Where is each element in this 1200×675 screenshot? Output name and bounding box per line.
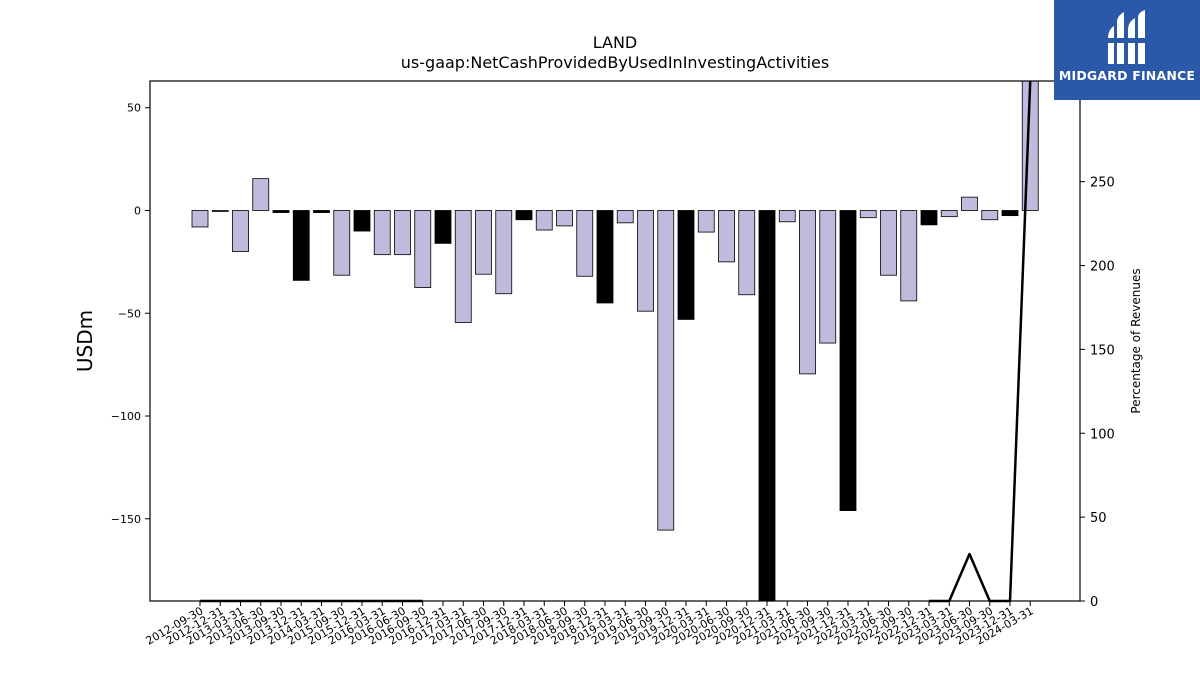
bars-layer	[191, 80, 1039, 602]
bar-2020-12-31	[758, 210, 776, 602]
bar-2017-09-30	[495, 210, 513, 295]
bar-2022-03-31	[859, 210, 877, 219]
y-tick-label: −150	[111, 513, 141, 526]
bar-2019-09-30	[657, 210, 675, 531]
y-axis-right: 0 50 100 150 200 250	[1080, 176, 1115, 610]
bar-2020-09-30	[738, 210, 756, 296]
y2-tick-label: 0	[1090, 595, 1098, 610]
bar-2022-06-30	[880, 210, 897, 276]
bar-2018-09-30	[576, 210, 594, 277]
y2-tick-label: 100	[1090, 427, 1115, 442]
bar-2013-12-31	[292, 210, 310, 281]
bar-2012-09-30	[191, 210, 209, 228]
y-axis-label: USDm	[73, 310, 97, 372]
line-layer	[200, 80, 1032, 603]
bar-2022-12-31	[920, 210, 938, 226]
bar-2012-12-31	[211, 210, 229, 212]
bar-2019-03-31	[616, 210, 634, 224]
bar-2021-12-31	[839, 210, 857, 511]
midgard-logo: MIDGARD FINANCE	[1054, 0, 1200, 100]
y-tick-label: 50	[127, 102, 141, 115]
bar-2018-12-31	[596, 210, 614, 304]
bar-2023-03-31	[940, 210, 958, 218]
bar-2015-12-31	[353, 210, 371, 232]
y2-axis-label: Percentage of Revenues	[1129, 268, 1143, 413]
bar-2017-06-30	[475, 210, 492, 275]
y-tick-label: −50	[118, 307, 141, 320]
bar-2014-03-31	[313, 210, 330, 213]
bar-2023-06-30	[961, 196, 978, 211]
y2-tick-label: 200	[1090, 260, 1115, 275]
line-series-segment	[929, 80, 1032, 603]
y2-tick-label: 150	[1090, 343, 1115, 358]
bar-2018-03-31	[535, 210, 553, 231]
midgard-logo-icon	[1108, 10, 1145, 64]
chart-title: LAND	[593, 33, 638, 52]
logo-text: MIDGARD FINANCE	[1058, 68, 1196, 83]
bar-2021-03-31	[778, 210, 796, 223]
bar-2021-06-30	[799, 210, 816, 375]
plot-frame	[149, 80, 1081, 602]
bar-2021-09-30	[819, 210, 837, 344]
bar-2017-12-31	[515, 210, 533, 221]
bar-2016-12-31	[434, 210, 452, 244]
bar-2018-06-30	[556, 210, 573, 227]
bar-2019-12-31	[677, 210, 695, 320]
bar-2020-06-30	[718, 210, 735, 263]
bar-2017-03-31	[454, 210, 472, 323]
y2-tick-label: 50	[1090, 511, 1107, 526]
bar-2016-09-30	[414, 210, 432, 288]
bar-2015-09-30	[333, 210, 351, 276]
y-axis-left: 50 0 −50 −100 −150	[111, 102, 150, 526]
bar-2023-09-30	[981, 210, 999, 221]
bar-2016-06-30	[394, 210, 411, 256]
bar-2013-06-30	[252, 178, 270, 211]
y2-tick-label: 250	[1090, 176, 1115, 191]
bar-2016-03-31	[373, 210, 391, 256]
bar-2013-03-31	[232, 210, 249, 253]
y-tick-label: −100	[111, 410, 141, 423]
bar-2019-06-30	[637, 210, 654, 312]
bar-2013-09-30	[272, 210, 290, 213]
x-axis: 2012-09-302012-12-312013-03-312013-06-30…	[144, 601, 1036, 648]
bar-2023-12-31	[1001, 210, 1019, 217]
bar-2020-03-31	[697, 210, 715, 233]
bar-2022-09-30	[900, 210, 918, 302]
chart-subtitle: us-gaap:NetCashProvidedByUsedInInvesting…	[401, 53, 829, 72]
y-tick-label: 0	[134, 204, 141, 217]
